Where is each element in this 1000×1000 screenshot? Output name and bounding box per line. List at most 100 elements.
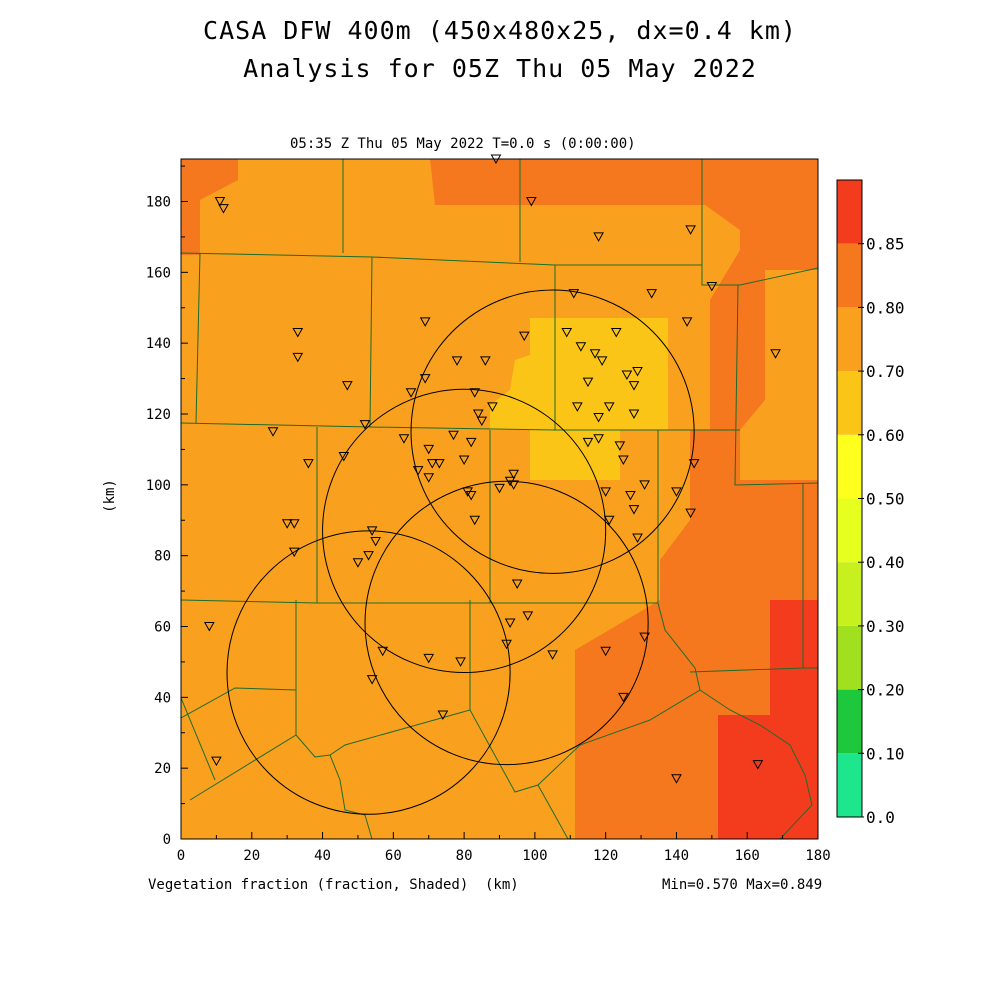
station-marker (639, 480, 650, 490)
station-marker (603, 402, 615, 412)
colorbar-label: 0.0 (866, 808, 895, 827)
colorbar-label: 0.50 (866, 490, 905, 509)
county-borders (181, 159, 818, 839)
y-tick-label: 160 (146, 265, 171, 281)
station-marker (572, 402, 583, 412)
station-marker (352, 558, 364, 568)
colorbar: 0.0 0.10 0.20 0.30 0.40 0.50 0.60 0.70 0.80 0.85 (836, 179, 905, 827)
station-marker (628, 409, 640, 420)
station-marker (685, 508, 696, 519)
y-tick-label: 140 (146, 336, 171, 352)
station-marker (211, 756, 222, 767)
station-marker (472, 409, 484, 420)
station-marker (214, 197, 226, 207)
y-tick-label: 0 (163, 832, 171, 848)
station-marker (628, 381, 640, 391)
station-marker (561, 328, 573, 338)
station-marker (303, 459, 314, 469)
station-marker (455, 657, 466, 667)
station-marker (423, 444, 435, 455)
station-marker (610, 328, 622, 338)
colorbar-label: 0.10 (866, 744, 905, 763)
station-marker (366, 526, 378, 536)
x-tick-label: 40 (314, 848, 331, 864)
station-marker (671, 487, 682, 497)
station-marker (685, 225, 696, 235)
colorbar-bin (837, 434, 862, 499)
station-marker (487, 402, 498, 412)
station-marker (292, 328, 304, 338)
y-tick-label: 120 (146, 407, 171, 423)
station-marker (525, 197, 537, 207)
station-marker (508, 480, 520, 490)
station-marker (218, 204, 229, 214)
station-marker (419, 374, 431, 384)
colorbar-bin (837, 753, 862, 817)
station-marker (618, 455, 629, 466)
radar-ring-1 (410, 289, 695, 574)
station-marker (476, 416, 488, 427)
station-marker (625, 490, 636, 501)
station-marker (752, 760, 764, 770)
station-marker (426, 459, 438, 469)
station-marker (363, 551, 374, 561)
station-marker (593, 232, 604, 242)
station-marker (423, 653, 435, 664)
station-marker (600, 646, 612, 657)
x-tick-label: 100 (522, 848, 547, 864)
station-marker (366, 675, 378, 685)
station-marker (547, 650, 558, 660)
station-marker (621, 370, 633, 381)
station-marker (419, 317, 431, 327)
x-tick-label: 0 (177, 848, 185, 864)
station-marker (614, 441, 626, 451)
y-tick-label: 40 (154, 690, 171, 706)
colorbar-label: 0.20 (866, 681, 905, 700)
station-marker (511, 579, 523, 590)
colorbar-bin (837, 625, 862, 690)
colorbar-bin (837, 689, 862, 754)
field-high-topleft (181, 159, 238, 255)
station-marker (398, 434, 410, 444)
colorbar-label: 0.40 (866, 553, 905, 572)
colorbar-label: 0.30 (866, 617, 905, 636)
field-label: Vegetation fraction (fraction, Shaded) (148, 877, 469, 893)
station-marker (628, 505, 640, 515)
station-marker (423, 473, 435, 483)
station-marker (568, 289, 580, 299)
min-max-readout: Min=0.570 Max=0.849 (662, 877, 823, 893)
station-marker (338, 452, 350, 462)
colorbar-bin (837, 307, 862, 372)
station-marker (632, 533, 643, 543)
station-marker (341, 381, 353, 391)
y-tick-label: 100 (146, 478, 171, 494)
y-axis-ticks: 0 20 40 60 80 100 120 140 160 180 (146, 165, 188, 848)
station-marker (575, 342, 587, 352)
field-peak-east (718, 600, 818, 839)
x-tick-label: 140 (664, 848, 689, 864)
x-tick-label: 80 (456, 848, 473, 864)
station-marker (582, 437, 594, 448)
map-title-line1: CASA DFW 400m (450x480x25, dx=0.4 km) (203, 16, 797, 45)
colorbar-label: 0.85 (866, 235, 905, 254)
station-marker (281, 519, 293, 529)
x-axis-label: (km) (485, 877, 519, 893)
x-tick-label: 60 (385, 848, 402, 864)
station-marker (522, 611, 534, 621)
y-tick-label: 60 (154, 620, 171, 636)
vegetation-field (181, 159, 818, 839)
colorbar-bin (837, 562, 862, 626)
station-marker (469, 388, 481, 398)
station-marker (639, 632, 650, 643)
station-marker (203, 622, 215, 632)
station-marker (593, 413, 604, 423)
y-axis-label: (km) (101, 479, 118, 513)
radar-ring-3 (364, 480, 649, 766)
station-marker (405, 388, 417, 398)
x-tick-label: 20 (243, 848, 260, 864)
station-marker (288, 547, 300, 558)
y-tick-label: 80 (154, 549, 171, 565)
station-marker (681, 317, 693, 327)
station-marker (412, 466, 424, 476)
colorbar-bin (837, 180, 862, 244)
